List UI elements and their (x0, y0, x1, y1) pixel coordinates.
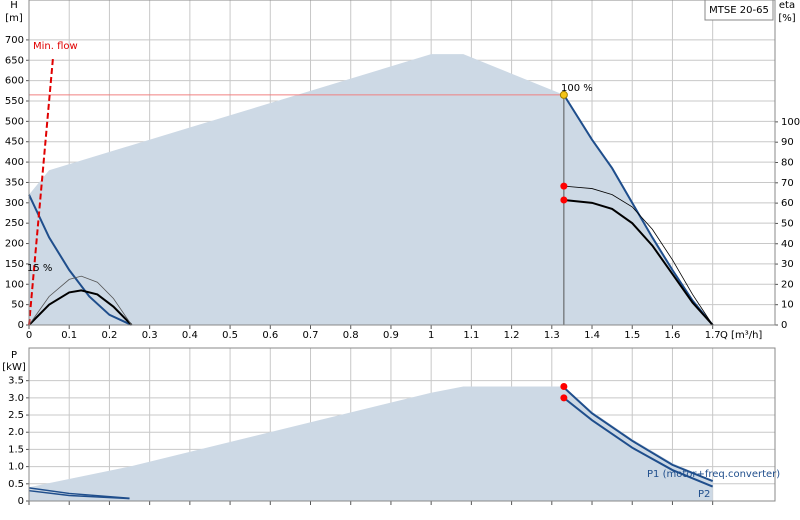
x-tick-label: 0.4 (182, 330, 198, 341)
y2-tick-label: 90 (781, 137, 794, 148)
y-tick-label: 400 (5, 157, 24, 168)
y-tick-label: 2.5 (8, 410, 24, 421)
y2-tick-label: 80 (781, 158, 794, 169)
x-tick-label: 1.5 (624, 330, 640, 341)
y2-tick-label: 0 (781, 320, 787, 331)
x-tick-label: 0.6 (262, 330, 278, 341)
y-tick-label: 600 (5, 76, 24, 87)
x-tick-label: 0 (26, 330, 32, 341)
curve (28, 487, 130, 499)
y-tick-label: 0 (18, 320, 24, 331)
x-tick-label: 0.5 (222, 330, 238, 341)
y-tick-label: 1.0 (8, 462, 24, 473)
curve (563, 386, 714, 482)
curve (563, 185, 714, 326)
y-tick-label: 150 (5, 259, 24, 270)
series-layer (29, 54, 713, 326)
x-tick-label: 0.7 (303, 330, 319, 341)
y-tick-label: 2.0 (8, 427, 24, 438)
y2-tick-label: 40 (781, 239, 794, 250)
area (29, 54, 713, 326)
y-tick-label: 700 (5, 35, 24, 46)
curve (28, 275, 132, 326)
y-tick-label: 50 (11, 300, 24, 311)
y-tick-label: 0.5 (8, 479, 24, 490)
x-tick-label: 0.3 (142, 330, 158, 341)
annotation: Min. flow (33, 41, 78, 52)
curve (563, 397, 714, 488)
header-box (704, 0, 774, 21)
x-tick-label: 0.9 (383, 330, 399, 341)
annotation: P1 (motor+freq.converter) (647, 469, 780, 480)
point (560, 394, 568, 402)
curve (28, 194, 132, 326)
point (560, 196, 568, 204)
y-tick-label: 3.5 (8, 376, 24, 387)
point (559, 90, 568, 99)
curve (28, 489, 130, 500)
y2-tick-label: 70 (781, 178, 794, 189)
y-tick-label: 550 (5, 96, 24, 107)
area (29, 386, 713, 501)
series-layer (29, 386, 713, 501)
annotation: 15 % (27, 263, 52, 274)
point (560, 182, 568, 190)
point (560, 383, 568, 391)
y-label: P (11, 350, 17, 361)
y-tick-label: 500 (5, 116, 24, 127)
y-unit: [kW] (2, 362, 26, 373)
x-tick-label: 1.4 (584, 330, 600, 341)
y-tick-label: 450 (5, 137, 24, 148)
y2-tick-label: 100 (781, 117, 800, 128)
y-tick-label: 650 (5, 55, 24, 66)
x-tick-label: 1.3 (544, 330, 560, 341)
x-tick-label: 0.1 (61, 330, 77, 341)
y-label: H (10, 0, 18, 11)
y2-tick-label: 10 (781, 300, 794, 311)
y-tick-label: 350 (5, 177, 24, 188)
y-tick-label: 200 (5, 239, 24, 250)
x-tick-label: 1 (428, 330, 434, 341)
annotation: P2 (698, 489, 710, 500)
y2-unit: [%] (778, 13, 795, 24)
y-tick-label: 300 (5, 198, 24, 209)
plot-frame (28, 347, 776, 502)
y-tick-label: 0 (18, 496, 24, 507)
x-tick-label: 1.1 (463, 330, 479, 341)
curve (28, 289, 133, 326)
x-tick-label: 1.2 (504, 330, 520, 341)
y-tick-label: 250 (5, 218, 24, 229)
x-label: Q [m³/h] (720, 330, 762, 341)
y-unit: [m] (5, 13, 23, 24)
x-tick-label: 0.8 (343, 330, 359, 341)
y2-tick-label: 60 (781, 198, 794, 209)
x-tick-label: 1.6 (664, 330, 680, 341)
plot-frame (28, 0, 776, 326)
y2-tick-label: 50 (781, 218, 794, 229)
y2-tick-label: 30 (781, 259, 794, 270)
x-tick-label: 0.2 (101, 330, 117, 341)
header: MTSE 20-65 (709, 5, 769, 16)
y-tick-label: 100 (5, 279, 24, 290)
y2-label: eta (779, 0, 795, 11)
y-tick-label: 3.0 (8, 393, 24, 404)
annotation: 100 % (561, 83, 593, 94)
curve (563, 198, 714, 326)
curve (563, 94, 714, 326)
y-tick-label: 1.5 (8, 444, 24, 455)
y2-tick-label: 20 (781, 279, 794, 290)
x-tick-label: 1.7 (705, 330, 721, 341)
